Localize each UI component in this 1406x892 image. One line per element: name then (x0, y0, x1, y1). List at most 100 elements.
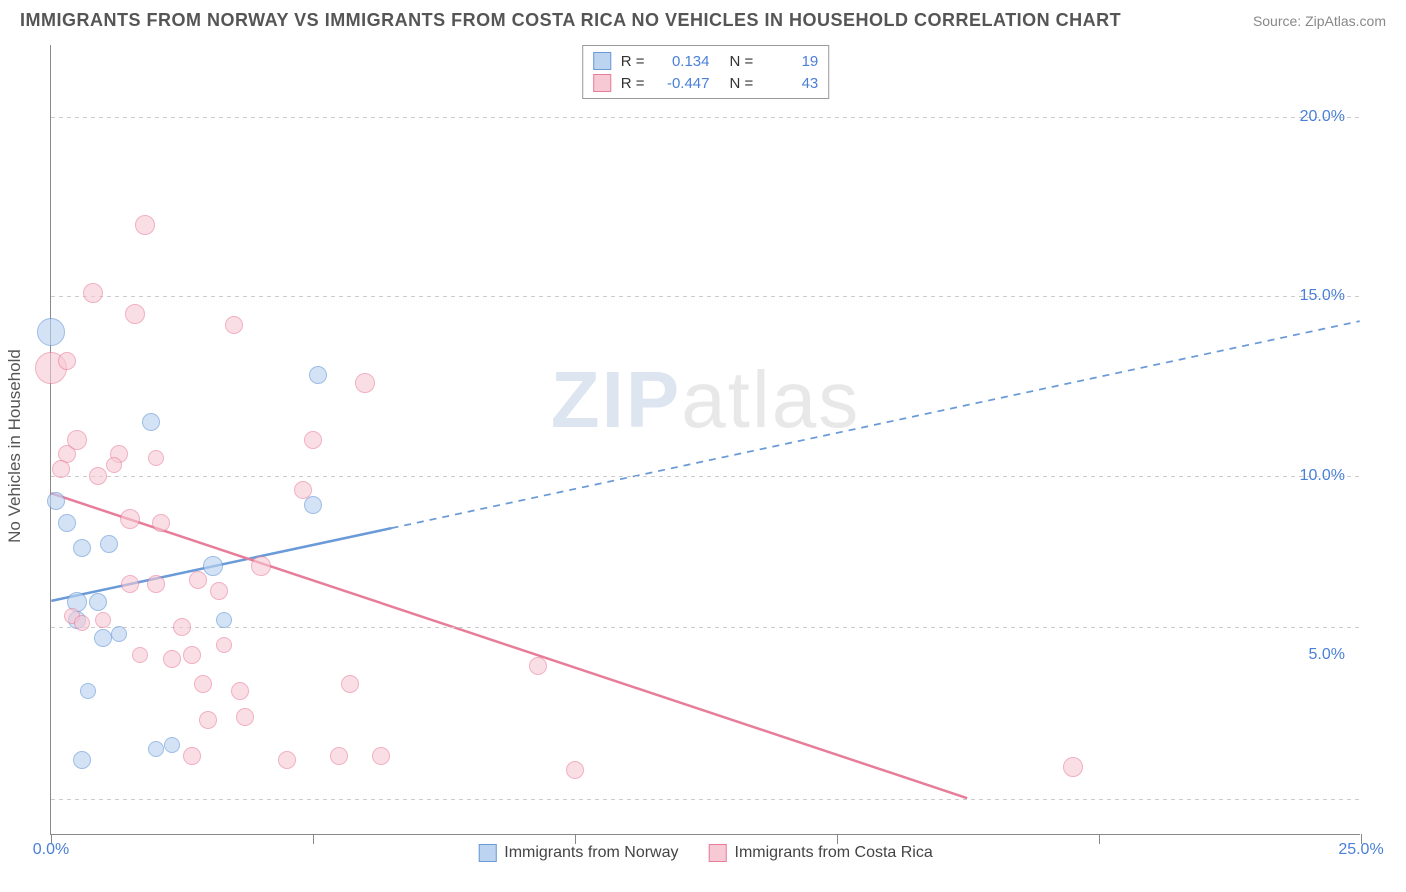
trend-line-dashed (391, 321, 1359, 528)
data-point (203, 556, 223, 576)
gridline-h (51, 476, 1360, 477)
data-point (37, 318, 65, 346)
legend-swatch (478, 844, 496, 862)
data-point (372, 747, 390, 765)
watermark-zip: ZIP (551, 355, 681, 444)
chart-title: IMMIGRANTS FROM NORWAY VS IMMIGRANTS FRO… (20, 10, 1121, 31)
x-tick-mark (575, 834, 576, 844)
legend-swatch (593, 74, 611, 92)
legend-n-label: N = (730, 75, 754, 92)
data-point (121, 575, 139, 593)
data-point (1063, 757, 1083, 777)
chart-source: Source: ZipAtlas.com (1253, 13, 1386, 29)
data-point (111, 626, 127, 642)
watermark-atlas: atlas (681, 355, 860, 444)
legend-n-label: N = (730, 53, 754, 70)
data-point (47, 492, 65, 510)
y-tick-label: 15.0% (1300, 287, 1345, 305)
legend-correlation-row: R = 0.134 N = 19 (593, 50, 819, 72)
data-point (80, 683, 96, 699)
legend-swatch (708, 844, 726, 862)
data-point (163, 650, 181, 668)
x-tick-mark (837, 834, 838, 844)
data-point (94, 629, 112, 647)
data-point (58, 352, 76, 370)
legend-swatch (593, 52, 611, 70)
legend-r-label: R = (621, 53, 645, 70)
data-point (341, 675, 359, 693)
data-point (225, 316, 243, 334)
data-point (355, 373, 375, 393)
data-point (210, 582, 228, 600)
data-point (73, 539, 91, 557)
x-tick-mark (1099, 834, 1100, 844)
data-point (529, 657, 547, 675)
data-point (251, 556, 271, 576)
legend-series-label: Immigrants from Costa Rica (734, 844, 932, 862)
data-point (106, 457, 122, 473)
data-point (135, 215, 155, 235)
data-point (194, 675, 212, 693)
legend-series-label: Immigrants from Norway (504, 844, 678, 862)
data-point (148, 741, 164, 757)
data-point (67, 430, 87, 450)
data-point (132, 647, 148, 663)
data-point (199, 711, 217, 729)
legend-r-label: R = (621, 75, 645, 92)
data-point (216, 637, 232, 653)
data-point (304, 496, 322, 514)
data-point (236, 708, 254, 726)
data-point (216, 612, 232, 628)
title-bar: IMMIGRANTS FROM NORWAY VS IMMIGRANTS FRO… (20, 10, 1386, 31)
legend-correlation-row: R = -0.447 N = 43 (593, 72, 819, 94)
data-point (189, 571, 207, 589)
x-tick-mark (313, 834, 314, 844)
data-point (142, 413, 160, 431)
watermark: ZIPatlas (551, 354, 860, 446)
data-point (566, 761, 584, 779)
y-axis-label: No Vehicles in Household (5, 349, 25, 543)
data-point (89, 593, 107, 611)
data-point (304, 431, 322, 449)
data-point (309, 366, 327, 384)
data-point (95, 612, 111, 628)
data-point (173, 618, 191, 636)
data-point (73, 751, 91, 769)
correlation-legend: R = 0.134 N = 19 R = -0.447 N = 43 (582, 45, 830, 99)
gridline-h (51, 117, 1360, 118)
data-point (58, 514, 76, 532)
data-point (74, 615, 90, 631)
legend-series-item: Immigrants from Norway (478, 844, 678, 862)
gridline-h (51, 296, 1360, 297)
data-point (183, 747, 201, 765)
data-point (152, 514, 170, 532)
y-tick-label: 5.0% (1309, 646, 1345, 664)
data-point (120, 509, 140, 529)
data-point (148, 450, 164, 466)
legend-series-item: Immigrants from Costa Rica (708, 844, 932, 862)
x-tick-label: 25.0% (1338, 841, 1383, 859)
plot-area: ZIPatlas R =0.134N =19R =-0.447N =43 Imm… (50, 45, 1360, 835)
data-point (294, 481, 312, 499)
data-point (83, 283, 103, 303)
data-point (52, 460, 70, 478)
data-point (100, 535, 118, 553)
legend-n-value: 19 (763, 53, 818, 70)
legend-n-value: 43 (763, 75, 818, 92)
y-tick-label: 10.0% (1300, 467, 1345, 485)
data-point (89, 467, 107, 485)
data-point (231, 682, 249, 700)
x-tick-label: 0.0% (33, 841, 69, 859)
data-point (147, 575, 165, 593)
legend-r-value: 0.134 (655, 53, 710, 70)
data-point (164, 737, 180, 753)
data-point (125, 304, 145, 324)
data-point (183, 646, 201, 664)
gridline-h (51, 627, 1360, 628)
data-point (278, 751, 296, 769)
series-legend: Immigrants from Norway Immigrants from Co… (478, 844, 933, 862)
legend-r-value: -0.447 (655, 75, 710, 92)
gridline-h (51, 799, 1360, 800)
data-point (330, 747, 348, 765)
y-tick-label: 20.0% (1300, 108, 1345, 126)
